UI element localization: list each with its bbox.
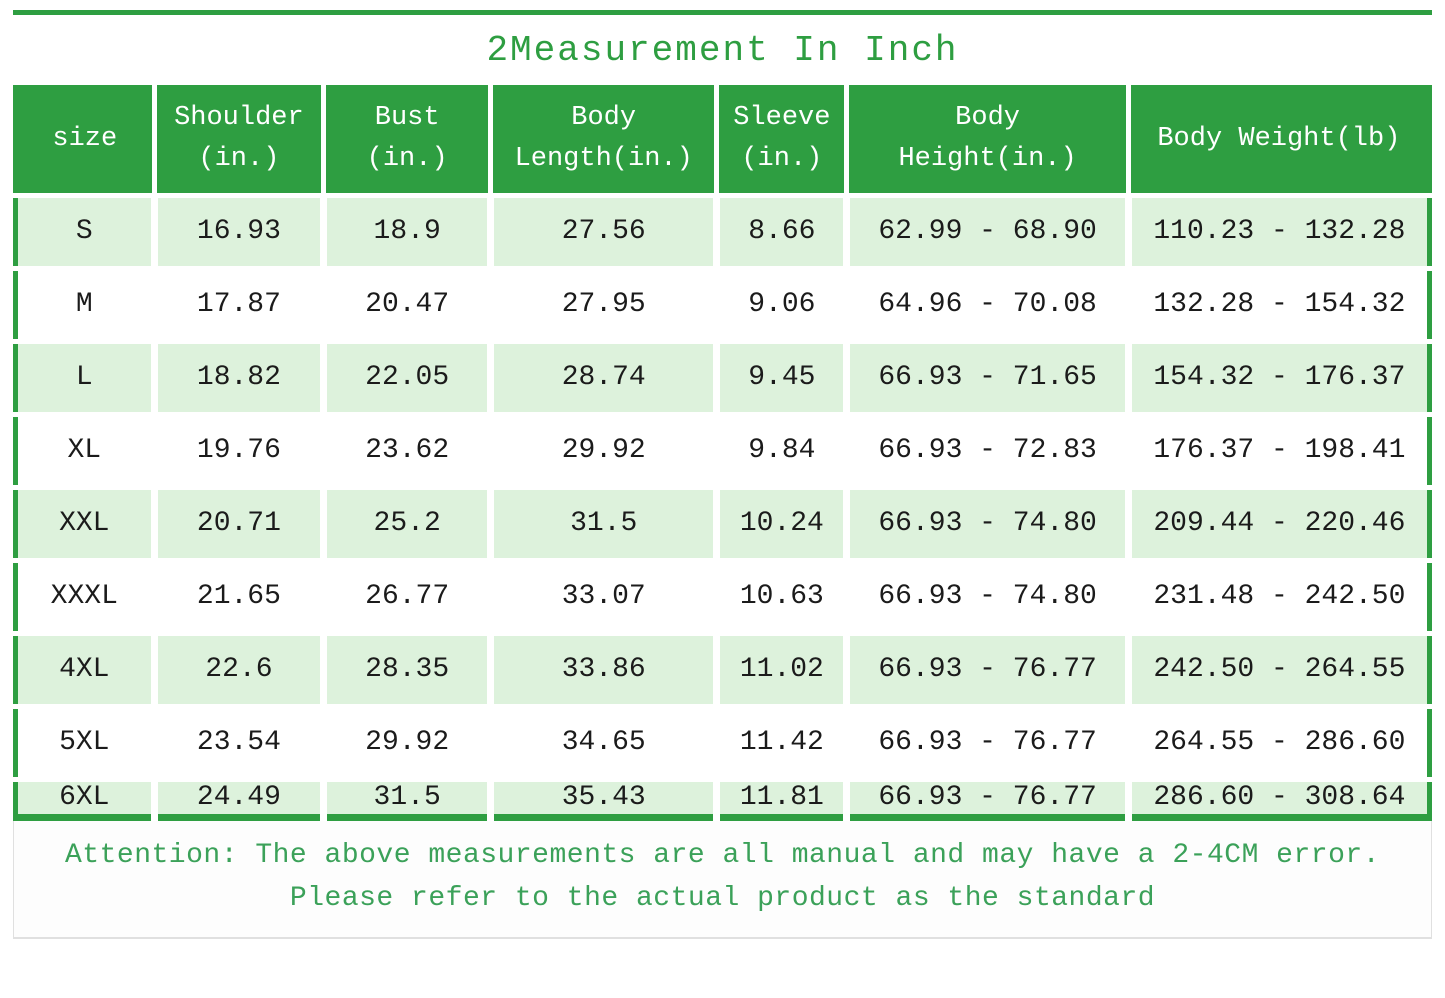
value-cell: 22.6: [154, 630, 328, 706]
column-header: Body Height(in.): [846, 85, 1131, 195]
value-cell: 209.44 - 220.46: [1128, 484, 1430, 560]
value-cell: 110.23 - 132.28: [1128, 192, 1430, 268]
value-cell: 264.55 - 286.60: [1128, 703, 1430, 779]
value-cell: 132.28 - 154.32: [1128, 265, 1430, 341]
value-cell: 8.66: [716, 192, 851, 268]
value-cell: 9.45: [716, 338, 851, 414]
value-cell: 66.93 - 74.80: [846, 557, 1132, 633]
table-header-row: size Shoulder (in.) Bust (in.) Body Length(…: [15, 85, 1430, 195]
size-cell: S: [15, 192, 158, 268]
size-cell: XL: [15, 411, 158, 487]
size-cell: XXXL: [15, 557, 158, 633]
column-header: Body Weight(lb): [1128, 85, 1430, 195]
value-cell: 31.5: [323, 776, 495, 817]
value-cell: 66.93 - 72.83: [846, 411, 1132, 487]
size-cell: 4XL: [15, 630, 158, 706]
value-cell: 16.93: [154, 192, 328, 268]
value-cell: 27.56: [490, 192, 721, 268]
value-cell: 22.05: [323, 338, 495, 414]
value-cell: 62.99 - 68.90: [846, 192, 1132, 268]
value-cell: 10.63: [716, 557, 851, 633]
table-row: XXXL 21.65 26.77 33.07 10.63 66.93 - 74.80 231…: [15, 557, 1430, 633]
value-cell: 24.49: [154, 776, 328, 817]
value-cell: 29.92: [490, 411, 721, 487]
value-cell: 33.07: [490, 557, 721, 633]
value-cell: 242.50 - 264.55: [1128, 630, 1430, 706]
table-row: XL 19.76 23.62 29.92 9.84 66.93 - 72.83 176.37…: [15, 411, 1430, 487]
value-cell: 66.93 - 76.77: [846, 630, 1132, 706]
value-cell: 154.32 - 176.37: [1128, 338, 1430, 414]
value-cell: 20.71: [154, 484, 328, 560]
value-cell: 11.42: [716, 703, 851, 779]
value-cell: 23.62: [323, 411, 495, 487]
value-cell: 11.02: [716, 630, 851, 706]
table-row: 6XL 24.49 31.5 35.43 11.81 66.93 - 76.77 286.6…: [15, 776, 1430, 817]
value-cell: 25.2: [323, 484, 495, 560]
table-row: 5XL 23.54 29.92 34.65 11.42 66.93 - 76.77 264.…: [15, 703, 1430, 779]
value-cell: 26.77: [323, 557, 495, 633]
value-cell: 29.92: [323, 703, 495, 779]
value-cell: 31.5: [490, 484, 721, 560]
value-cell: 17.87: [154, 265, 328, 341]
size-cell: XXL: [15, 484, 158, 560]
page-title: 2Measurement In Inch: [486, 29, 959, 71]
value-cell: 21.65: [154, 557, 328, 633]
value-cell: 35.43: [490, 776, 721, 817]
value-cell: 66.93 - 76.77: [846, 776, 1132, 817]
value-cell: 27.95: [490, 265, 721, 341]
table-row: M 17.87 20.47 27.95 9.06 64.96 - 70.08 132.28 …: [15, 265, 1430, 341]
value-cell: 286.60 - 308.64: [1128, 776, 1430, 817]
column-header: Body Length(in.): [490, 85, 720, 195]
value-cell: 9.06: [716, 265, 851, 341]
top-border-bar: [13, 10, 1432, 15]
size-chart-sheet: 2Measurement In Inch size Shoulder (in.) B…: [13, 10, 1432, 940]
value-cell: 28.74: [490, 338, 721, 414]
column-header: Shoulder (in.): [154, 85, 327, 195]
value-cell: 18.9: [323, 192, 495, 268]
value-cell: 28.35: [323, 630, 495, 706]
value-cell: 33.86: [490, 630, 721, 706]
value-cell: 11.81: [716, 776, 851, 817]
size-table-body: S 16.93 18.9 27.56 8.66 62.99 - 68.90 110.23 -…: [15, 192, 1430, 817]
attention-note: Attention: The above measurements are al…: [13, 820, 1432, 940]
value-cell: 66.93 - 74.80: [846, 484, 1132, 560]
table-row: L 18.82 22.05 28.74 9.45 66.93 - 71.65 154.32 …: [15, 338, 1430, 414]
value-cell: 64.96 - 70.08: [846, 265, 1132, 341]
value-cell: 66.93 - 76.77: [846, 703, 1132, 779]
value-cell: 66.93 - 71.65: [846, 338, 1132, 414]
value-cell: 176.37 - 198.41: [1128, 411, 1430, 487]
value-cell: 23.54: [154, 703, 328, 779]
value-cell: 231.48 - 242.50: [1128, 557, 1430, 633]
table-row: S 16.93 18.9 27.56 8.66 62.99 - 68.90 110.23 -…: [15, 192, 1430, 268]
value-cell: 9.84: [716, 411, 851, 487]
value-cell: 10.24: [716, 484, 851, 560]
attention-line-2: Please refer to the actual product as th…: [289, 882, 1156, 914]
title-row: 2Measurement In Inch: [13, 15, 1432, 85]
column-header: Bust (in.): [323, 85, 494, 195]
table-row: XXL 20.71 25.2 31.5 10.24 66.93 - 74.80 209.44…: [15, 484, 1430, 560]
attention-line-1: Attention: The above measurements are al…: [64, 839, 1380, 871]
size-cell: M: [15, 265, 158, 341]
value-cell: 20.47: [323, 265, 495, 341]
measurement-table: size Shoulder (in.) Bust (in.) Body Length(…: [13, 85, 1432, 821]
value-cell: 18.82: [154, 338, 328, 414]
column-header: size: [15, 85, 157, 195]
column-header: Sleeve (in.): [716, 85, 850, 195]
size-cell: 6XL: [15, 776, 158, 817]
value-cell: 19.76: [154, 411, 328, 487]
value-cell: 34.65: [490, 703, 721, 779]
size-cell: L: [15, 338, 158, 414]
table-row: 4XL 22.6 28.35 33.86 11.02 66.93 - 76.77 242.5…: [15, 630, 1430, 706]
size-cell: 5XL: [15, 703, 158, 779]
